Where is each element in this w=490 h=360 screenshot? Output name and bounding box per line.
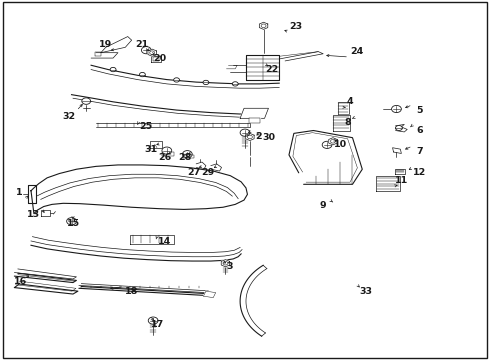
Polygon shape — [376, 176, 400, 192]
Text: 28: 28 — [179, 153, 192, 162]
Text: 17: 17 — [151, 320, 165, 329]
Text: 29: 29 — [202, 168, 215, 177]
Text: 11: 11 — [395, 176, 408, 185]
Polygon shape — [338, 102, 348, 114]
Text: 19: 19 — [99, 40, 112, 49]
Circle shape — [203, 80, 209, 85]
Text: 23: 23 — [290, 22, 303, 31]
Text: 12: 12 — [413, 168, 427, 177]
Circle shape — [148, 317, 158, 324]
Text: 33: 33 — [360, 287, 373, 296]
Polygon shape — [221, 260, 230, 267]
Text: 14: 14 — [158, 237, 171, 246]
Text: 15: 15 — [67, 219, 79, 228]
Text: 4: 4 — [347, 97, 353, 106]
Polygon shape — [333, 115, 349, 131]
Circle shape — [162, 147, 172, 154]
Text: 2: 2 — [255, 132, 262, 141]
Text: 13: 13 — [27, 210, 41, 219]
Circle shape — [232, 82, 238, 86]
Text: 7: 7 — [416, 147, 423, 156]
Text: 1: 1 — [16, 188, 22, 197]
Text: 18: 18 — [125, 287, 138, 296]
Polygon shape — [183, 155, 194, 158]
Circle shape — [140, 72, 146, 77]
Polygon shape — [240, 108, 269, 118]
Circle shape — [67, 218, 76, 225]
Text: 8: 8 — [344, 118, 351, 127]
Polygon shape — [41, 211, 49, 216]
Text: 30: 30 — [262, 133, 275, 142]
Polygon shape — [151, 56, 161, 62]
Text: 5: 5 — [416, 105, 423, 114]
Polygon shape — [79, 287, 208, 296]
Polygon shape — [14, 284, 78, 294]
Circle shape — [82, 98, 91, 104]
Circle shape — [182, 150, 192, 158]
Circle shape — [110, 67, 116, 72]
Text: 10: 10 — [334, 140, 347, 149]
Text: 9: 9 — [320, 201, 326, 210]
Polygon shape — [395, 168, 405, 174]
Polygon shape — [246, 55, 279, 80]
Text: 20: 20 — [153, 54, 166, 63]
Circle shape — [322, 141, 332, 148]
Polygon shape — [249, 118, 260, 123]
Polygon shape — [329, 138, 337, 145]
Text: 25: 25 — [140, 122, 153, 131]
Circle shape — [240, 129, 250, 136]
Polygon shape — [27, 185, 36, 203]
Polygon shape — [14, 273, 76, 283]
Text: 24: 24 — [350, 47, 363, 56]
Polygon shape — [162, 152, 174, 156]
Text: 22: 22 — [265, 65, 278, 74]
Polygon shape — [259, 22, 268, 30]
Text: 21: 21 — [135, 40, 148, 49]
Polygon shape — [31, 165, 247, 214]
Circle shape — [395, 126, 402, 131]
Text: 32: 32 — [63, 112, 75, 121]
Text: 31: 31 — [145, 145, 158, 154]
Polygon shape — [148, 49, 156, 56]
Text: 3: 3 — [226, 262, 233, 271]
Text: 16: 16 — [14, 276, 27, 285]
Polygon shape — [130, 234, 174, 244]
Polygon shape — [196, 162, 206, 169]
Circle shape — [142, 46, 151, 54]
Polygon shape — [392, 148, 401, 153]
Polygon shape — [211, 164, 221, 171]
Circle shape — [392, 105, 401, 113]
Polygon shape — [96, 123, 250, 127]
Text: 26: 26 — [158, 153, 171, 162]
Polygon shape — [203, 291, 216, 298]
Text: 27: 27 — [187, 168, 200, 177]
Circle shape — [173, 78, 179, 82]
Polygon shape — [289, 131, 362, 184]
Polygon shape — [245, 134, 254, 140]
Text: 6: 6 — [416, 126, 423, 135]
Polygon shape — [150, 141, 162, 148]
